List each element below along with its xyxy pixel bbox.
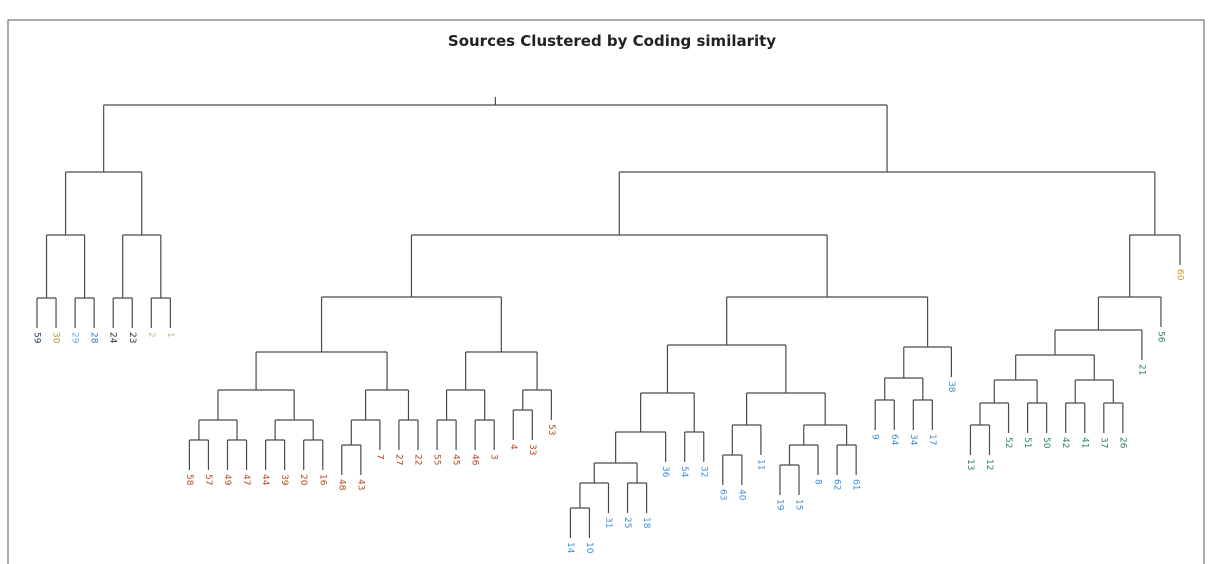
leaf-label: 23 <box>127 332 137 343</box>
leaf-label: 51 <box>1022 437 1032 448</box>
leaf-label: 56 <box>1155 331 1165 343</box>
leaf-label: 44 <box>260 474 270 486</box>
leaf-label: 36 <box>660 466 670 478</box>
leaf-label: 46 <box>470 454 480 466</box>
leaf-label: 4 <box>508 444 518 450</box>
leaf-label: 40 <box>736 489 746 501</box>
leaf-label: 61 <box>851 479 861 490</box>
leaf-label: 32 <box>698 466 708 477</box>
leaf-label: 27 <box>393 454 403 465</box>
leaf-label: 25 <box>622 517 632 528</box>
leaf-label: 59 <box>32 332 42 344</box>
leaf-label: 52 <box>1003 437 1013 448</box>
leaf-label: 39 <box>279 474 289 486</box>
leaf-label: 12 <box>984 459 994 470</box>
leaf-label: 47 <box>241 474 251 485</box>
leaf-label: 11 <box>755 459 765 470</box>
leaf-label: 58 <box>184 474 194 486</box>
leaf-label: 24 <box>108 332 118 344</box>
leaf-label: 45 <box>451 454 461 465</box>
leaf-label: 13 <box>965 459 975 470</box>
leaf-label: 60 <box>1175 269 1185 281</box>
leaf-label: 38 <box>946 381 956 393</box>
leaf-label: 33 <box>527 444 537 455</box>
leaf-label: 15 <box>794 499 804 510</box>
leaf-label: 1 <box>165 332 175 338</box>
leaf-label: 3 <box>489 454 499 460</box>
leaf-label: 34 <box>908 434 918 446</box>
leaf-label: 22 <box>413 454 423 465</box>
leaf-label: 63 <box>717 489 727 500</box>
leaf-label: 37 <box>1098 437 1108 448</box>
leaf-label: 54 <box>679 466 689 478</box>
leaf-label: 16 <box>317 474 327 486</box>
leaf-label: 50 <box>1041 437 1051 449</box>
leaf-label: 62 <box>832 479 842 490</box>
leaf-label: 43 <box>355 479 365 490</box>
leaf-label: 53 <box>546 424 556 435</box>
leaf-label: 14 <box>565 542 575 554</box>
title: Sources Clustered by Coding similarity <box>448 32 776 50</box>
leaf-label: 2 <box>146 332 156 338</box>
leaf-label: 42 <box>1060 437 1070 448</box>
leaf-label: 26 <box>1117 437 1127 449</box>
leaf-label: 30 <box>51 332 61 344</box>
leaf-label: 41 <box>1079 437 1089 448</box>
leaf-label: 28 <box>89 332 99 344</box>
leaf-label: 57 <box>203 474 213 485</box>
leaf-label: 31 <box>603 517 613 528</box>
leaf-label: 19 <box>774 499 784 511</box>
frame <box>7 19 1205 564</box>
leaf-label: 8 <box>813 479 823 485</box>
leaf-label: 21 <box>1136 364 1146 375</box>
leaf-label: 18 <box>641 517 651 529</box>
leaf-label: 29 <box>70 332 80 344</box>
leaf-label: 20 <box>298 474 308 486</box>
leaf-label: 10 <box>584 542 594 554</box>
leaf-label: 55 <box>432 454 442 465</box>
leaf-label: 17 <box>927 434 937 445</box>
leaf-label: 48 <box>336 479 346 491</box>
leaf-label: 9 <box>870 434 880 440</box>
leaf-label: 7 <box>374 454 384 460</box>
leaf-label: 64 <box>889 434 899 446</box>
leaf-label: 49 <box>222 474 232 486</box>
tree: 59 30 29 28 24 23 2 158 57 49 47 44 39 20 16 48 437 27 22 5… <box>32 97 1185 554</box>
